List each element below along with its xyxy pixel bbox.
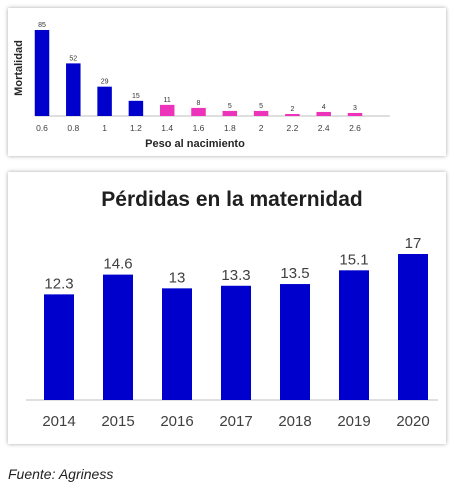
x-tick-label-2017: 2017 <box>219 413 252 430</box>
data-label-10: 3 <box>353 105 357 112</box>
data-label-5: 8 <box>197 100 201 107</box>
bar-2020 <box>398 254 428 400</box>
maternity-losses-chart: Pérdidas en la maternidad 12.3 2014 14.6 201… <box>8 172 446 444</box>
y-axis-title: Mortalidad <box>13 40 25 96</box>
x-tick-label-1: 0.8 <box>67 123 79 133</box>
bar-7 <box>253 110 269 116</box>
x-tick-label-10: 2.6 <box>349 123 361 133</box>
data-label-7: 5 <box>259 103 263 110</box>
bar-2016 <box>162 288 192 400</box>
data-label-2018: 13.5 <box>280 265 309 282</box>
x-tick-label-2016: 2016 <box>160 413 193 430</box>
x-tick-label-3: 1.2 <box>130 123 142 133</box>
mortality-chart-svg: 850.6520.8291151.2111.481.651.85222.242.… <box>13 22 390 150</box>
chart-title: Pérdidas en la maternidad <box>101 188 362 211</box>
x-tick-label-2014: 2014 <box>42 413 75 430</box>
data-label-2020: 17 <box>405 235 422 252</box>
bar-1 <box>66 63 81 116</box>
bar-2017 <box>221 285 251 400</box>
bar-2018 <box>280 284 310 400</box>
bar-9 <box>316 111 331 116</box>
maternity-losses-chart-svg: Pérdidas en la maternidad 12.3 2014 14.6 201… <box>26 188 438 430</box>
bar-3 <box>128 100 144 116</box>
x-tick-label-7: 2 <box>259 123 264 133</box>
bar-10 <box>347 112 363 116</box>
data-label-0: 85 <box>38 22 46 29</box>
source-caption: Fuente: Agriness <box>8 466 114 482</box>
data-label-2019: 15.1 <box>339 251 368 268</box>
data-label-9: 4 <box>322 104 326 111</box>
x-tick-label-9: 2.4 <box>318 123 330 133</box>
bar-0 <box>34 30 50 116</box>
x-tick-label-2020: 2020 <box>396 413 429 430</box>
bar-2015 <box>103 274 133 400</box>
x-tick-label-2018: 2018 <box>278 413 311 430</box>
x-tick-label-0: 0.6 <box>36 123 48 133</box>
x-axis-title: Peso al nacimiento <box>145 138 245 150</box>
bar-6 <box>222 110 238 116</box>
data-label-1: 52 <box>69 55 77 62</box>
mortality-chart: 85 0.6 52 0.8 29 1 15 1.2 11 1.4 8 1.6 5 1.8 5 2 2 2.2 4 2.… <box>8 8 446 156</box>
bar-5 <box>191 107 206 116</box>
data-label-2016: 13 <box>169 269 186 286</box>
bar-4 <box>159 104 175 116</box>
data-label-4: 11 <box>164 97 171 104</box>
x-tick-label-2019: 2019 <box>337 413 370 430</box>
x-tick-label-4: 1.4 <box>161 123 173 133</box>
data-label-2017: 13.3 <box>221 267 250 284</box>
bar-2014 <box>44 294 74 400</box>
bar-2019 <box>339 270 369 400</box>
bar-8 <box>285 113 300 116</box>
x-tick-label-6: 1.8 <box>224 123 236 133</box>
data-label-6: 5 <box>228 103 232 110</box>
x-tick-label-8: 2.2 <box>286 123 298 133</box>
x-tick-label-5: 1.6 <box>193 123 205 133</box>
x-tick-label-2015: 2015 <box>101 413 134 430</box>
x-tick-label-2: 1 <box>102 123 107 133</box>
data-label-8: 2 <box>290 106 294 113</box>
data-label-3: 15 <box>132 93 140 100</box>
data-label-2015: 14.6 <box>103 256 132 273</box>
data-label-2014: 12.3 <box>44 275 73 292</box>
bar-2 <box>97 86 112 116</box>
data-label-2: 29 <box>101 79 109 86</box>
